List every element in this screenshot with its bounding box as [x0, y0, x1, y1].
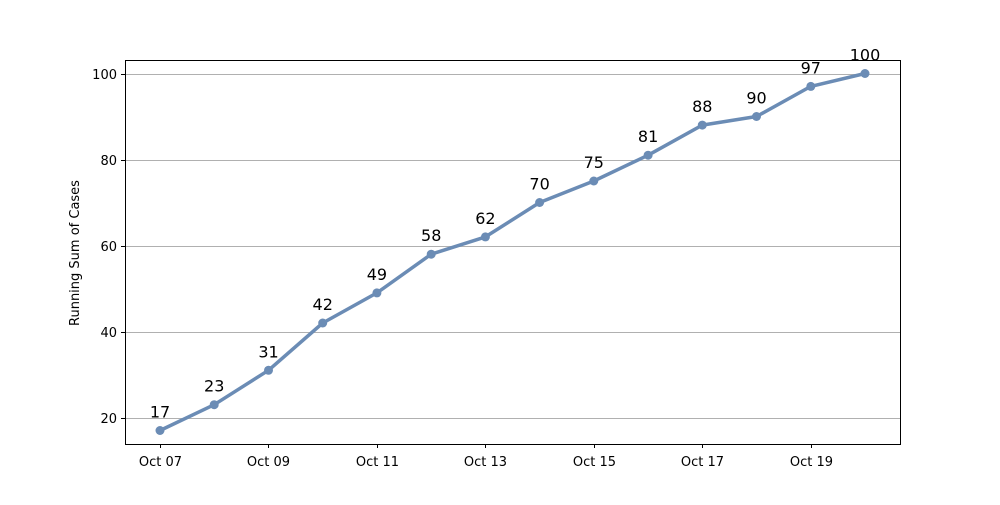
y-tick-label-20: 20: [100, 412, 117, 427]
data-label-7: 70: [529, 175, 549, 194]
data-point-9: [643, 150, 653, 160]
data-point-12: [806, 81, 816, 91]
data-label-13: 100: [850, 46, 881, 65]
data-point-2: [264, 365, 273, 375]
gridlines: [125, 74, 900, 419]
data-label-0: 17: [150, 403, 170, 422]
data-label-2: 31: [258, 342, 278, 361]
x-tick-label-8: Oct 15: [573, 455, 616, 470]
data-label-1: 23: [204, 377, 224, 396]
plot-frame: [125, 60, 901, 445]
data-point-5: [426, 249, 436, 259]
x-tick-label-0: Oct 07: [139, 455, 182, 470]
data-point-7: [535, 198, 545, 207]
data-label-12: 97: [801, 58, 821, 77]
data-point-4: [372, 288, 382, 298]
x-tick-label-2: Oct 09: [247, 455, 290, 470]
data-point-11: [752, 112, 761, 121]
data-label-8: 75: [584, 153, 604, 172]
data-point-8: [589, 176, 599, 186]
data-label-3: 42: [313, 295, 333, 314]
data-label-6: 62: [475, 209, 495, 228]
series-layer: 17 23 31 42 49 58 62 70 75 81 88 90 97 100: [150, 46, 881, 435]
x-tick-label-4: Oct 11: [356, 455, 399, 470]
y-tick-label-100: 100: [92, 68, 117, 83]
data-point-6: [480, 232, 490, 242]
data-point-13: [860, 69, 870, 78]
y-tick-label-40: 40: [100, 326, 117, 341]
data-point-10: [697, 120, 707, 130]
y-tick-label-80: 80: [100, 154, 117, 169]
axis-ticks: 20 40 60 80 100 Oct 07 Oct 09 Oct 11 Oct 13 Oct 1…: [92, 68, 833, 470]
data-label-4: 49: [367, 265, 387, 284]
series-line-0: [158, 71, 867, 433]
data-label-5: 58: [421, 226, 441, 245]
data-point-1: [209, 400, 219, 410]
y-tick-label-60: 60: [100, 240, 117, 255]
data-point-3: [318, 318, 328, 328]
x-tick-label-12: Oct 19: [790, 455, 833, 470]
data-point-0: [155, 426, 165, 435]
x-tick-label-6: Oct 13: [464, 455, 507, 470]
y-axis-title: Running Sum of Cases: [68, 180, 83, 326]
data-label-10: 88: [692, 97, 712, 116]
x-tick-label-10: Oct 17: [681, 455, 724, 470]
data-label-9: 81: [638, 127, 658, 146]
data-label-11: 90: [746, 89, 766, 108]
